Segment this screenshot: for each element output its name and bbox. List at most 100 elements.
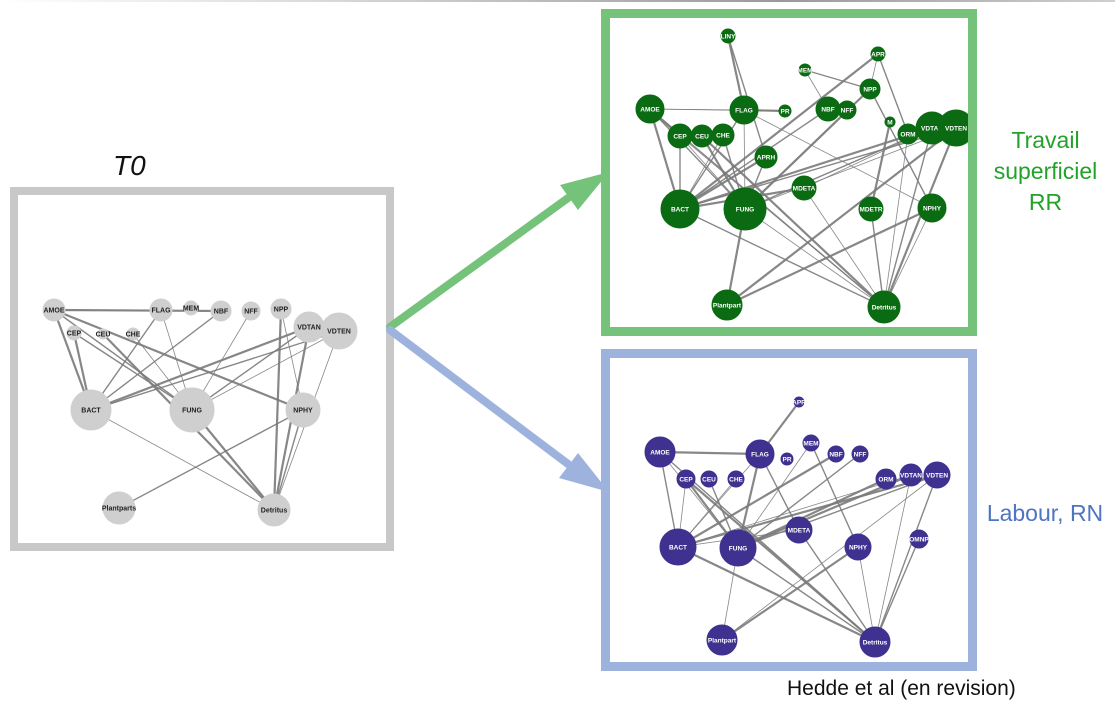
rr-node-label-nff: NFF [841,107,854,114]
rn-node-vdten [923,461,951,489]
rr-node-label-mdetr: MDETR [859,206,882,213]
rr-label-line1: Travail [1011,127,1080,153]
rr-node-label-mem: MEM [797,67,812,74]
rn-node-mdeta [785,516,813,544]
t0-edge-nphy-plantparts [118,409,304,509]
t0-edge-npp-detritus [272,308,283,511]
rn-edge-nphy-detritus [857,546,876,643]
t0-node-nphy [285,392,321,428]
rr-edge-ceu-detritus [701,135,885,308]
rr-node-npp [859,78,881,100]
rr-node-label-flag: FLAG [735,107,753,114]
rr-node-vdten [937,109,968,147]
t0-edge-bact-detritus [90,409,275,511]
rn-node-ceu [700,470,718,488]
rr-edge-vdten-detritus [882,127,958,308]
rr-node-label-m: M [887,119,892,126]
arrow-to-rr-shaft [386,194,572,331]
rn-edge-vdten-detritus [874,474,938,643]
t0-node-label-nphy: NPHY [293,407,313,414]
rn-edge-vdtan-bact [677,474,912,548]
rr-edge-apr-bact [679,53,879,210]
t0-node-label-vdten: VDTEN [327,328,351,335]
rn-node-label-ceu: CEU [702,476,716,483]
rr-node-che [711,123,735,147]
rr-node-label-amoe: AMOE [640,106,660,113]
rn-node-nbf [827,445,845,463]
rn-edge-nbf-bact [677,453,837,548]
rr-nodes: LINY APR MEM NPP AMOE FLAG PR NBF NFF M ORM VDTAN VD… [635,28,968,324]
rr-edge-cep-detritus [679,135,885,308]
t0-node-plantparts [102,491,136,525]
t0-node-label-fung: FUNG [182,407,202,414]
rn-node-cep [676,469,696,489]
citation: Hedde et al (en revision) [787,677,1016,700]
rn-node-label-nff: NFF [854,451,867,458]
rr-node-nff [837,100,857,120]
rn-node-label-mem: MEM [803,440,818,447]
t0-node-vdten [320,312,358,350]
rn-node-label-pr: PR [782,456,791,463]
rn-node-detritus [859,626,891,658]
rn-edge-vdten-fung [737,474,938,549]
rr-network: LINY APR MEM NPP AMOE FLAG PR NBF NFF M ORM VDTAN VD… [635,28,968,324]
rn-node-label-nbf: NBF [829,451,842,458]
rr-edge-amoe-pr [649,108,786,112]
rr-node-label-aprh: APRH [757,154,776,161]
rn-node-label-plantparts: Plantpart [708,637,737,644]
t0-node-flag [149,298,173,322]
t0-label: T0 [113,150,146,181]
rn-node-label-amoe: AMOE [650,449,670,456]
t0-node-label-che: CHE [126,331,141,338]
rr-edge-fung-detritus [744,208,885,308]
rr-node-label-apr: APR [871,51,885,58]
rn-node-nphy [844,533,872,561]
t0-node-che [126,327,140,341]
t0-node-label-bact: BACT [81,407,101,414]
rr-node-label-liny: LINY [721,33,736,40]
rr-edge-orm-detritus [883,133,909,308]
rn-edge-mem-fung [737,442,812,549]
rr-edge-vdten-fung [744,127,957,210]
t0-node-cep [66,325,82,341]
rr-node-aprh [754,145,778,169]
t0-edge-nbf-bact [90,310,222,411]
t0-edge-amoe-fung [53,309,193,411]
t0-node-fung [169,387,215,433]
rn-node-fung [719,529,757,567]
rr-edge-mem-npp [804,69,871,90]
t0-network: AMOE CEP CEU CHE FLAG MEM NBF NFF NPP VDTAN VDTEN B… [42,298,358,527]
rr-edge-flag-nphy [743,109,933,209]
rn-node-amoe [644,436,676,468]
rn-network: APR AMOE FLAG MEM PR NBF NFF CEP CEU CHE ORM VDTAN V… [644,396,951,658]
rr-label-line3: RR [1028,189,1063,215]
rn-node-label-apr: APR [792,399,806,406]
t0-node-amoe [42,298,66,322]
rr-edge-vdten-plantparts [726,127,957,306]
rn-node-label-omnp: OMNP [909,536,929,543]
rn-node-label-detritus: Detritus [863,639,888,646]
rr-node-apr [870,46,886,62]
t0-node-npp [270,298,292,320]
rn-treatment-label: Labour, RN [986,500,1104,526]
rr-node-label-orm: ORM [900,131,915,138]
rn-node-label-orm: ORM [878,476,893,483]
t0-node-ceu [97,328,109,340]
rn-edge-omnp-detritus [874,538,920,643]
rr-node-label-fung: FUNG [736,206,754,213]
rr-node-nphy [917,193,947,223]
rr-node-label-cep: CEP [673,133,687,140]
rn-edge-mdeta-detritus [798,529,876,643]
top-divider-line [0,0,1115,2]
rn-node-label-flag: FLAG [751,451,769,458]
rr-node-mem [798,63,812,77]
rn-node-label-nphy: NPHY [849,544,868,551]
rn-node-label-mdeta: MDETA [788,527,811,534]
t0-node-nff [241,301,261,321]
rn-node-flag [745,439,775,469]
rn-node-label-cep: CEP [679,476,693,483]
rn-edge-mem-nphy [810,442,859,548]
rr-node-bact [660,189,700,229]
rr-edge-m-mdetr [869,121,892,210]
t0-nodes: AMOE CEP CEU CHE FLAG MEM NBF NFF NPP VDTAN VDTEN B… [42,298,358,527]
